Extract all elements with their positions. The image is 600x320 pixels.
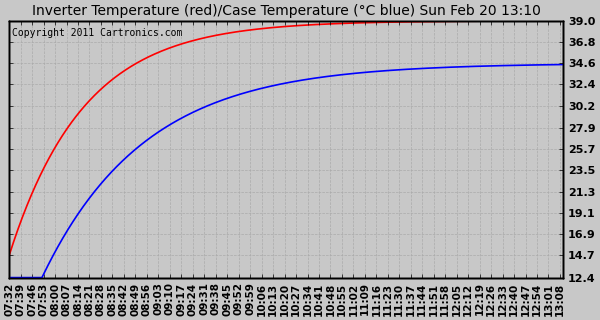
- Text: Copyright 2011 Cartronics.com: Copyright 2011 Cartronics.com: [12, 28, 182, 38]
- Title: Inverter Temperature (red)/Case Temperature (°C blue) Sun Feb 20 13:10: Inverter Temperature (red)/Case Temperat…: [32, 4, 541, 18]
